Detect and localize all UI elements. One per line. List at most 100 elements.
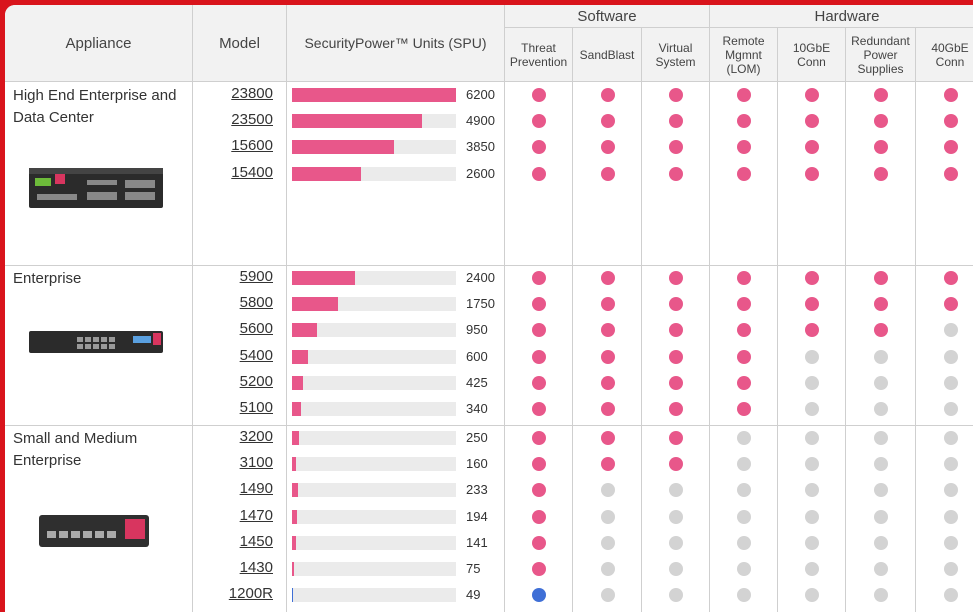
header-cell: Threat Prevention: [505, 28, 573, 82]
feature-dot: [669, 431, 683, 445]
feature-dot: [669, 88, 683, 102]
feature-dot: [737, 114, 751, 128]
model-link[interactable]: 5900: [193, 268, 273, 285]
spu-bar: [292, 536, 296, 550]
feature-dot: [944, 323, 958, 337]
model-link[interactable]: 15400: [193, 164, 273, 181]
feature-dot: [737, 140, 751, 154]
spu-bar: [292, 402, 301, 416]
feature-dot: [532, 167, 546, 181]
feature-dot: [944, 167, 958, 181]
model-link[interactable]: 1430: [193, 559, 273, 576]
feature-dot: [737, 167, 751, 181]
model-link[interactable]: 15600: [193, 137, 273, 154]
spu-value: 49: [466, 587, 480, 602]
feature-dot: [601, 483, 615, 497]
spu-value: 2400: [466, 270, 495, 285]
feature-dot: [944, 431, 958, 445]
feature-dot: [805, 562, 819, 576]
feature-dot: [532, 350, 546, 364]
feature-dot: [737, 510, 751, 524]
feature-dot: [874, 457, 888, 471]
bar-track: [292, 562, 456, 576]
header-cell: Model: [193, 5, 287, 82]
header-cell: 40GbE Conn: [916, 28, 973, 82]
header-cell: Remote Mgmnt (LOM): [710, 28, 778, 82]
spu-value: 75: [466, 561, 480, 576]
model-link[interactable]: 3200: [193, 428, 273, 445]
model-link[interactable]: 1470: [193, 507, 273, 524]
model-link[interactable]: 5600: [193, 320, 273, 337]
model-link[interactable]: 3100: [193, 454, 273, 471]
feature-dot: [737, 297, 751, 311]
feature-dot: [669, 536, 683, 550]
spu-value: 141: [466, 535, 488, 550]
column-divider: [845, 82, 846, 612]
feature-dot: [669, 457, 683, 471]
feature-dot: [669, 402, 683, 416]
feature-dot: [874, 114, 888, 128]
feature-dot: [737, 402, 751, 416]
feature-dot: [805, 323, 819, 337]
header-cell: Virtual System: [642, 28, 710, 82]
model-link[interactable]: 5800: [193, 294, 273, 311]
model-link[interactable]: 1200R: [193, 585, 273, 602]
feature-dot: [601, 562, 615, 576]
feature-dot: [805, 271, 819, 285]
spu-bar: [292, 323, 317, 337]
feature-dot: [532, 323, 546, 337]
feature-dot: [874, 167, 888, 181]
feature-dot: [669, 323, 683, 337]
model-link[interactable]: 23800: [193, 85, 273, 102]
page: {"headers": {"appliance": "Appliance", "…: [0, 0, 973, 612]
feature-dot: [532, 457, 546, 471]
feature-dot: [601, 510, 615, 524]
header-cell: Software: [505, 5, 710, 28]
spu-bar: [292, 457, 296, 471]
feature-dot: [944, 88, 958, 102]
feature-dot: [874, 323, 888, 337]
feature-dot: [805, 376, 819, 390]
bar-track: [292, 376, 456, 390]
feature-dot: [601, 350, 615, 364]
feature-dot: [805, 510, 819, 524]
feature-dot: [874, 88, 888, 102]
feature-dot: [805, 588, 819, 602]
feature-dot: [805, 88, 819, 102]
model-link[interactable]: 5400: [193, 347, 273, 364]
spu-value: 160: [466, 456, 488, 471]
feature-dot: [532, 297, 546, 311]
spu-value: 2600: [466, 166, 495, 181]
feature-dot: [669, 167, 683, 181]
feature-dot: [805, 350, 819, 364]
feature-dot: [601, 402, 615, 416]
spu-value: 3850: [466, 139, 495, 154]
spu-value: 4900: [466, 113, 495, 128]
feature-dot: [737, 536, 751, 550]
feature-dot: [737, 376, 751, 390]
appliance-image: [27, 323, 167, 363]
model-link[interactable]: 23500: [193, 111, 273, 128]
feature-dot: [601, 431, 615, 445]
feature-dot: [944, 510, 958, 524]
bar-track: [292, 483, 456, 497]
model-link[interactable]: 5100: [193, 399, 273, 416]
column-divider: [641, 82, 642, 612]
feature-dot: [601, 167, 615, 181]
spu-bar: [292, 88, 456, 102]
feature-dot: [805, 483, 819, 497]
model-link[interactable]: 1450: [193, 533, 273, 550]
bar-track: [292, 402, 456, 416]
model-link[interactable]: 5200: [193, 373, 273, 390]
spu-bar: [292, 376, 303, 390]
feature-dot: [669, 588, 683, 602]
feature-dot: [669, 483, 683, 497]
spu-bar: [292, 140, 394, 154]
feature-dot: [532, 588, 546, 602]
spu-bar: [292, 271, 355, 285]
feature-dot: [532, 483, 546, 497]
model-link[interactable]: 1490: [193, 480, 273, 497]
feature-dot: [944, 402, 958, 416]
feature-dot: [601, 114, 615, 128]
